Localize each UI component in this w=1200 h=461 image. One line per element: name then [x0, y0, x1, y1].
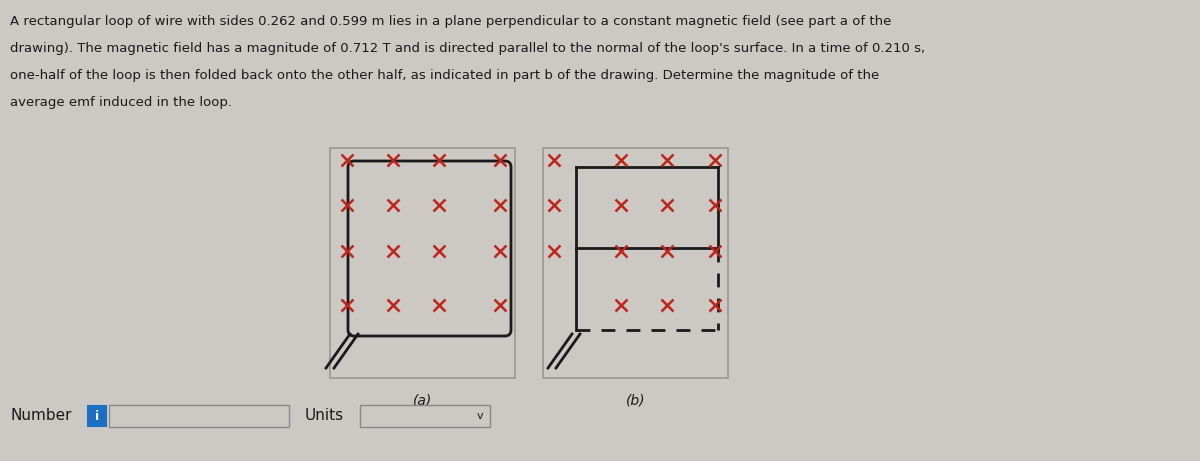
Text: drawing). The magnetic field has a magnitude of 0.712 T and is directed parallel: drawing). The magnetic field has a magni…	[10, 42, 925, 55]
Bar	[330, 148, 515, 378]
Text: v: v	[476, 411, 484, 421]
FancyBboxPatch shape	[360, 405, 490, 427]
FancyBboxPatch shape	[109, 405, 289, 427]
Text: (b): (b)	[625, 393, 646, 407]
Text: A rectangular loop of wire with sides 0.262 and 0.599 m lies in a plane perpendi: A rectangular loop of wire with sides 0.…	[10, 15, 892, 28]
Text: i: i	[95, 409, 100, 422]
Text: (a): (a)	[413, 393, 432, 407]
Text: average emf induced in the loop.: average emf induced in the loop.	[10, 96, 232, 109]
Bar	[542, 148, 728, 378]
Text: one-half of the loop is then folded back onto the other half, as indicated in pa: one-half of the loop is then folded back…	[10, 69, 880, 82]
Text: Number: Number	[10, 408, 72, 422]
Text: Units: Units	[305, 408, 344, 422]
FancyBboxPatch shape	[88, 405, 107, 427]
